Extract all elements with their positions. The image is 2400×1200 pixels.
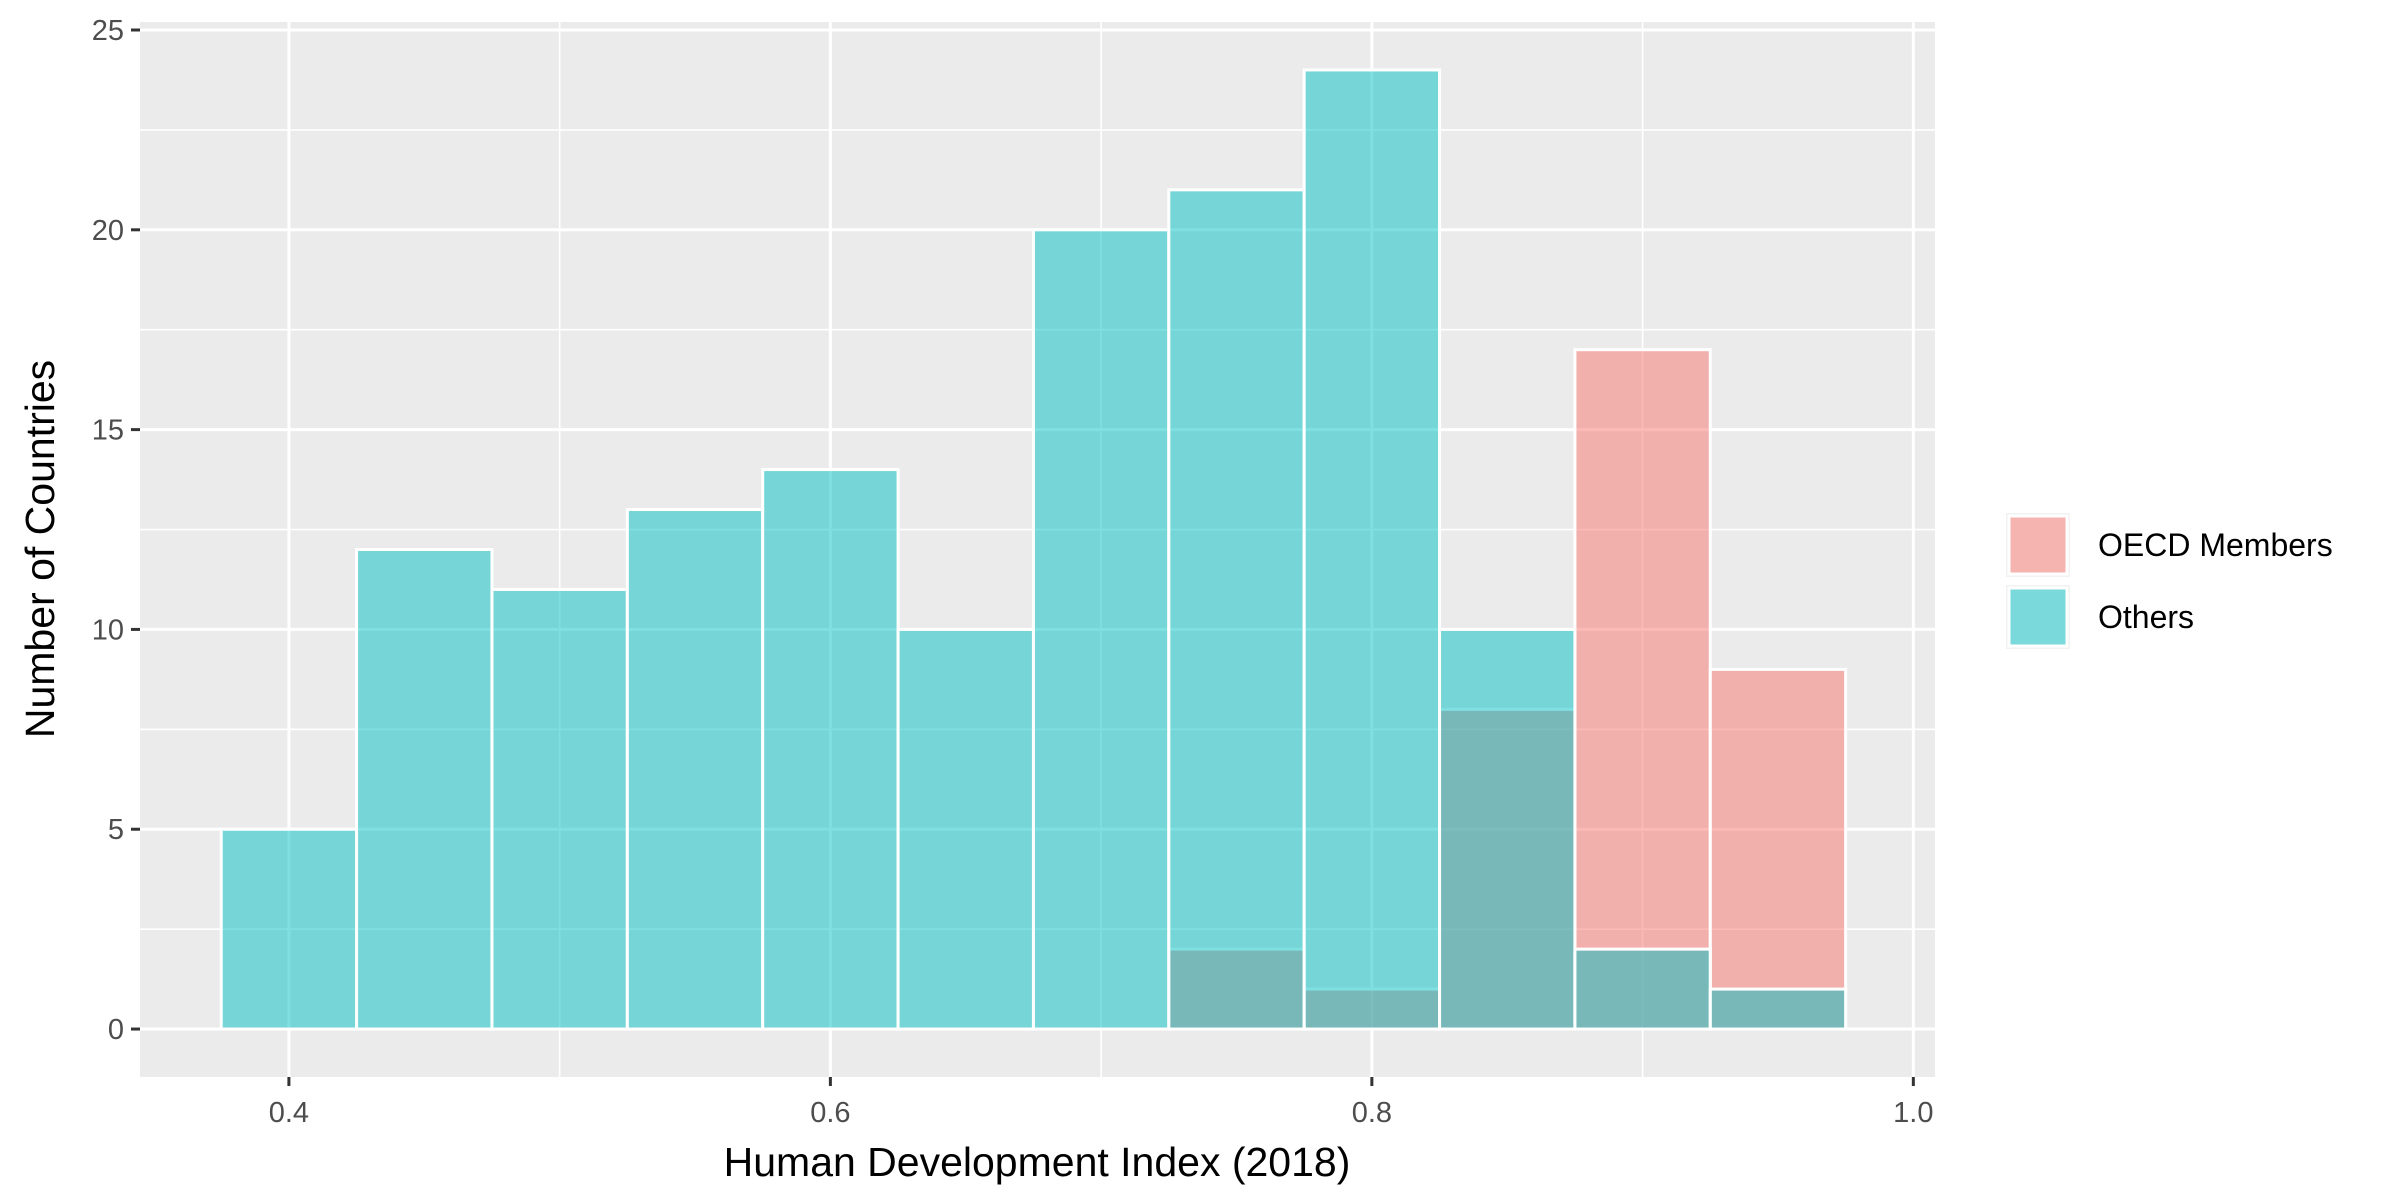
x-tick-label: 0.8 bbox=[1352, 1097, 1392, 1129]
bar-others bbox=[1573, 947, 1712, 1031]
histogram-bars bbox=[219, 68, 1848, 1031]
x-axis-title: Human Development Index (2018) bbox=[724, 1139, 1351, 1185]
bar-others bbox=[355, 548, 494, 1031]
bar-others bbox=[761, 468, 900, 1031]
bar-others bbox=[490, 587, 629, 1031]
y-tick-label: 15 bbox=[92, 415, 124, 447]
x-axis: 0.4 0.6 0.8 1.0 bbox=[269, 1077, 1934, 1129]
bar-others bbox=[1438, 627, 1577, 1031]
x-tick-label: 0.6 bbox=[810, 1097, 850, 1129]
legend-label-oecd-members: OECD Members bbox=[2098, 527, 2333, 563]
legend-swatch-oecd-members bbox=[2007, 514, 2069, 576]
legend-label-others: Others bbox=[2098, 599, 2194, 635]
bar-others bbox=[1302, 68, 1442, 1031]
y-axis-title: Number of Countries bbox=[17, 360, 63, 738]
bar-oecd-members bbox=[1708, 667, 1848, 1031]
x-tick-label: 1.0 bbox=[1893, 1097, 1933, 1129]
y-tick-label: 0 bbox=[108, 1014, 124, 1046]
legend: OECD Members Others bbox=[2006, 513, 2333, 649]
bar-others bbox=[625, 508, 765, 1031]
y-tick-label: 5 bbox=[108, 814, 124, 846]
y-axis: 0 5 10 15 20 25 bbox=[92, 15, 140, 1046]
legend-swatch-others bbox=[2007, 586, 2069, 648]
y-tick-label: 25 bbox=[92, 15, 124, 47]
bar-oecd-members bbox=[1573, 348, 1712, 1031]
y-tick-label: 10 bbox=[92, 614, 124, 646]
bar-others bbox=[219, 827, 359, 1031]
y-tick-label: 20 bbox=[92, 215, 124, 247]
bar-others bbox=[1031, 228, 1171, 1031]
bar-others bbox=[1708, 987, 1848, 1031]
bar-others bbox=[896, 627, 1035, 1031]
x-tick-label: 0.4 bbox=[269, 1097, 309, 1129]
bar-others bbox=[1167, 188, 1306, 1031]
